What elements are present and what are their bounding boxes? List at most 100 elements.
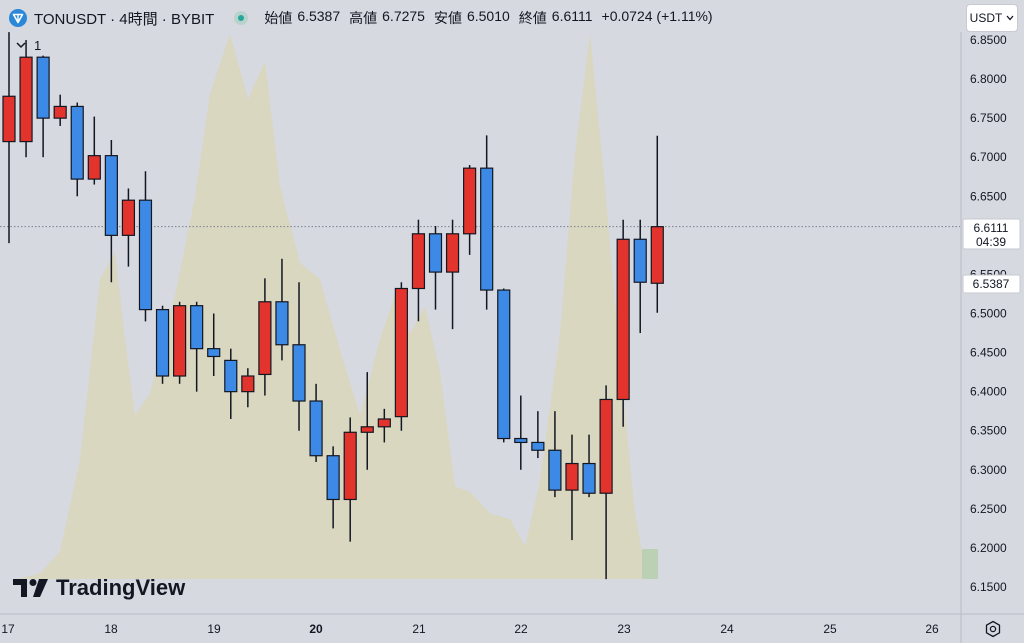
y-tick-label: 6.2000 (970, 541, 1007, 555)
candle (445, 219, 460, 330)
volume-profile-area (0, 34, 642, 579)
x-tick-label: 21 (412, 622, 426, 636)
ohlc-high-label: 高値 (349, 10, 378, 26)
candle-body-down (531, 441, 545, 451)
ohlc-close-label: 終値 (518, 10, 547, 26)
candle-body-up (19, 56, 33, 143)
y-tick-label: 6.8500 (970, 33, 1007, 47)
x-tick-label: 20 (309, 622, 323, 636)
candle-body-up (599, 398, 613, 494)
candle (36, 55, 50, 158)
ohlc-close-value: 6.6111 (551, 8, 593, 24)
price-axis[interactable] (961, 32, 1024, 614)
candle (275, 258, 289, 361)
candle-body-up (87, 155, 101, 180)
market-status-icon[interactable] (234, 11, 249, 25)
candle (2, 32, 16, 244)
candle (497, 288, 511, 443)
x-tick-label: 22 (514, 622, 528, 636)
candle-body-down (190, 305, 204, 350)
symbol-title[interactable]: TONUSDT · 4時間 · BYBIT (34, 10, 215, 28)
ohlc-change-value: +0.0724 (+1.11%) (601, 8, 713, 24)
indicator-count: 1 (34, 38, 42, 53)
x-axis-labels: 17 18 19 20 21 22 23 24 25 26 (1, 622, 939, 636)
x-tick-label: 24 (720, 622, 734, 636)
ton-logo-icon (8, 8, 28, 28)
candle-body-down (548, 449, 562, 491)
gear-icon (985, 620, 1001, 638)
candle-body-down (633, 238, 647, 283)
candle (258, 278, 272, 396)
x-tick-label: 17 (1, 622, 15, 636)
candle-body-down (207, 348, 221, 358)
candle-body-up (121, 199, 136, 236)
candle (104, 140, 118, 283)
ohlc-low-value: 6.5010 (466, 8, 510, 24)
last-price-tag: 6.6111 04:39 (962, 218, 1021, 250)
candle (155, 305, 170, 384)
volume-profile-tail (642, 549, 658, 579)
tradingview-logo-icon (13, 579, 48, 597)
candle-body-up (565, 462, 579, 491)
candle (548, 411, 562, 498)
tradingview-logo[interactable]: TradingView (12, 575, 185, 601)
candle-body-up (360, 426, 374, 433)
chevron-down-icon (1006, 15, 1014, 21)
candles-layer (2, 32, 664, 580)
candle (360, 372, 374, 470)
indicator-toggle[interactable]: 1 (16, 38, 41, 53)
candle-body-up (463, 167, 477, 235)
candle-body-up (173, 305, 187, 377)
countdown-label: 04:39 (976, 235, 1006, 249)
y-tick-label: 6.2500 (970, 502, 1007, 516)
candle-body-up (445, 233, 460, 273)
y-tick-label: 6.4500 (970, 346, 1007, 360)
candle-body-down (36, 56, 50, 119)
y-tick-label: 6.3000 (970, 463, 1007, 477)
chart-header: TONUSDT · 4時間 · BYBIT 始値 6.5387 高値 6.7275 … (8, 6, 717, 30)
candle (207, 313, 221, 377)
x-tick-label: 26 (925, 622, 939, 636)
ohlc-readout: 始値 6.5387 高値 6.7275 安値 6.5010 終値 6.6111 +0.0… (264, 8, 716, 28)
candle-body-down (428, 233, 443, 273)
candle (326, 446, 340, 529)
y-tick-label: 6.4000 (970, 385, 1007, 399)
y-tick-label: 6.3500 (970, 424, 1007, 438)
chart-settings-button[interactable] (982, 618, 1004, 640)
candle-body-down (138, 199, 153, 311)
last-price-label: 6.6111 (974, 221, 1009, 235)
candle (53, 94, 67, 126)
candle-body-down (480, 167, 494, 291)
candle (428, 225, 443, 310)
candle (480, 135, 494, 310)
x-tick-label: 23 (617, 622, 631, 636)
candle (377, 408, 391, 443)
candle-body-up (2, 95, 16, 143)
candle-body-down (155, 308, 170, 377)
chevron-down-icon[interactable] (16, 42, 26, 49)
candle-body-down (497, 289, 511, 440)
candle (599, 385, 613, 580)
candle-body-up (377, 418, 391, 428)
candle (292, 282, 306, 431)
candle-body-up (53, 105, 67, 119)
candle (531, 411, 545, 459)
candle-body-down (224, 359, 238, 393)
currency-select-button[interactable]: USDT (966, 4, 1018, 32)
candle (650, 135, 664, 313)
candle-body-up (241, 375, 255, 393)
candle (70, 102, 84, 197)
candle-body-down (275, 301, 289, 346)
candle (87, 116, 101, 185)
y-tick-label: 6.1500 (970, 580, 1007, 594)
candle (224, 348, 238, 419)
x-tick-label: 19 (207, 622, 221, 636)
candle-body-up (258, 301, 272, 376)
candle (582, 434, 596, 498)
candle-body-up (650, 226, 664, 284)
candle-body-up (343, 431, 357, 501)
candle-body-up (394, 287, 408, 418)
ohlc-high-value: 6.7275 (382, 8, 425, 24)
plot-area[interactable] (0, 32, 960, 580)
